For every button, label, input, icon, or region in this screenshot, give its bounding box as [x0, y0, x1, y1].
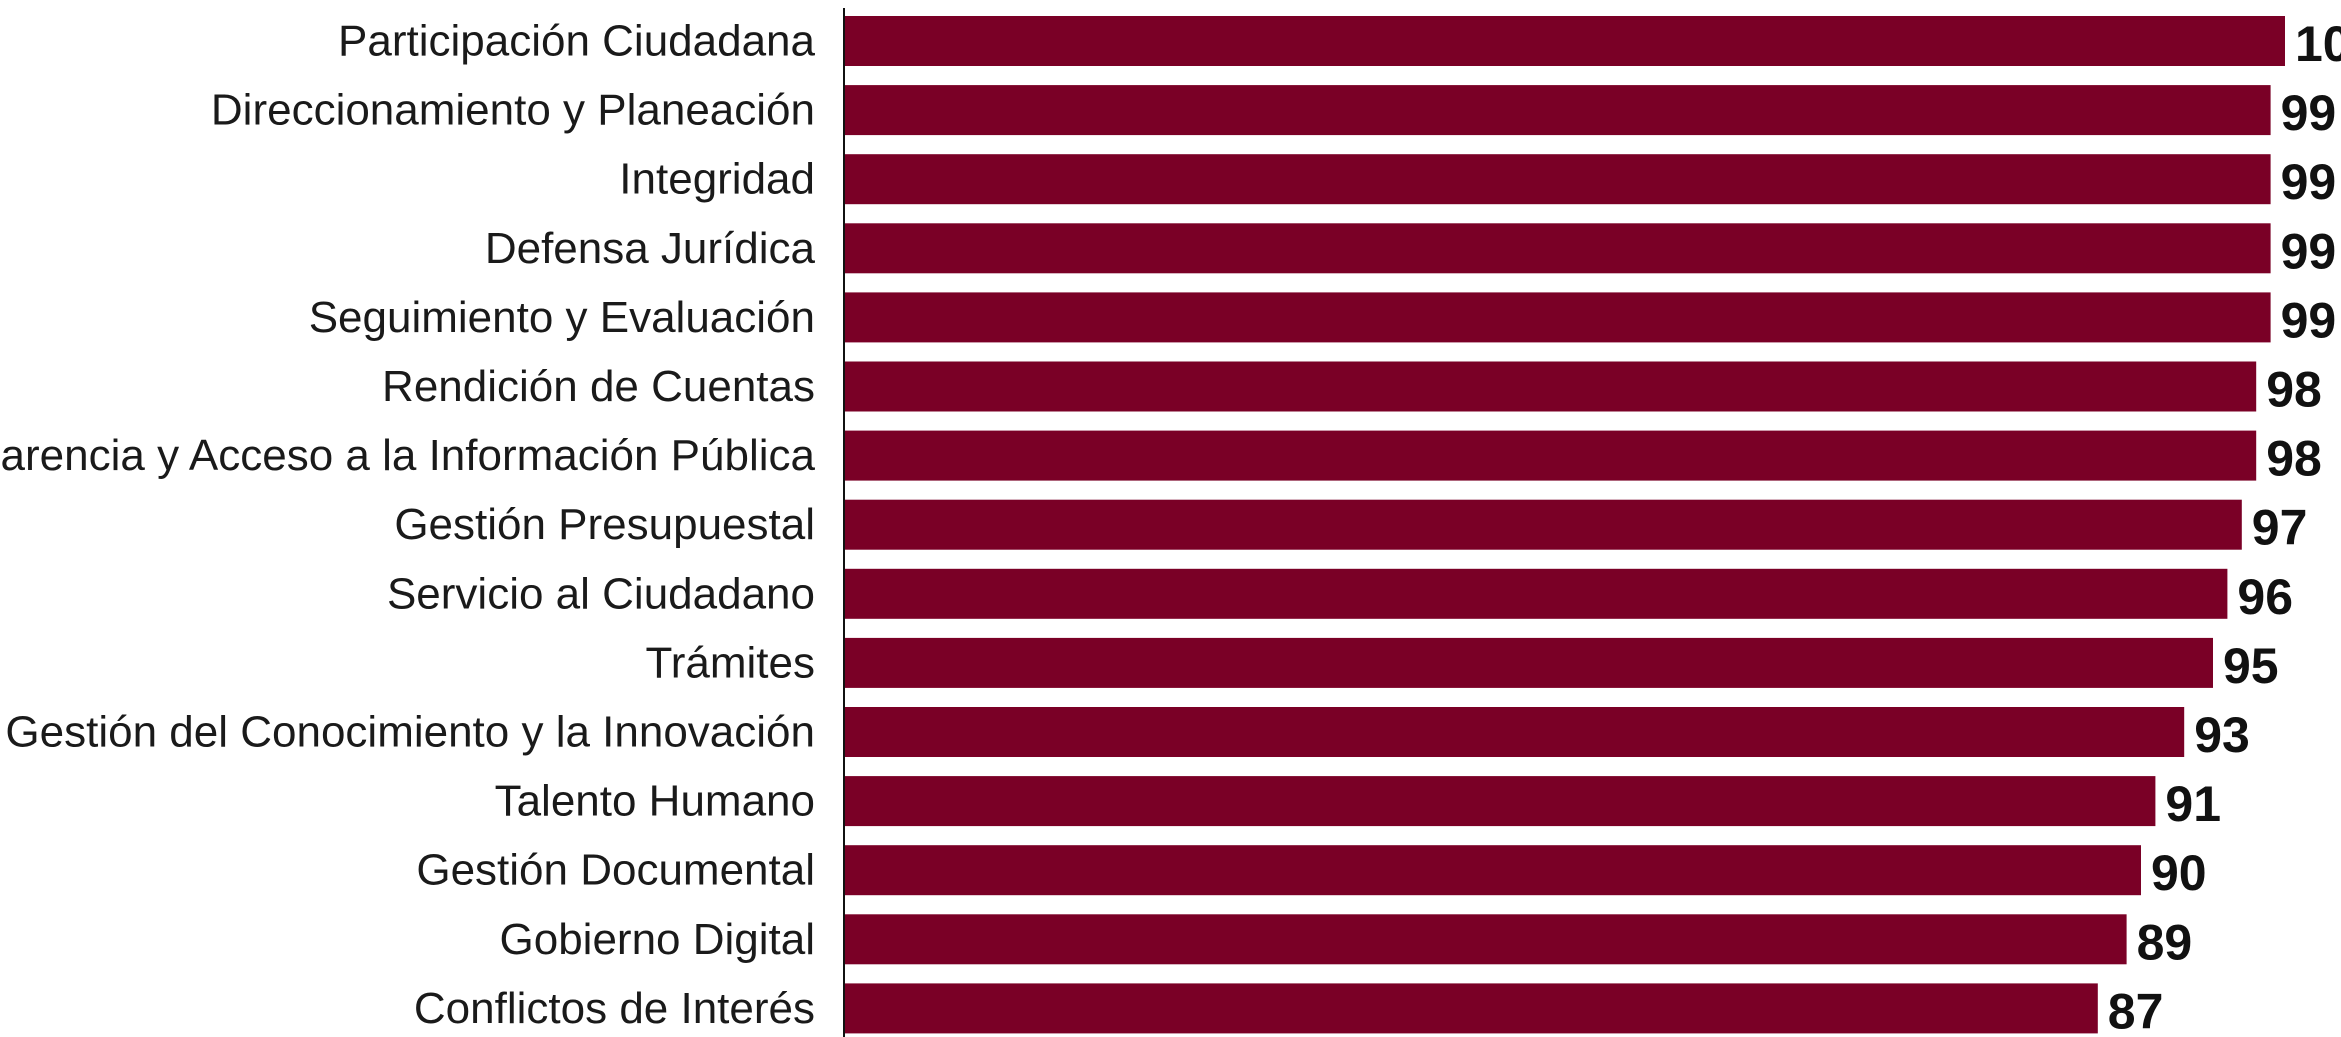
value-label: 87	[2108, 983, 2164, 1037]
bar	[845, 154, 2271, 205]
bar	[845, 637, 2213, 688]
category-label: Rendición de Cuentas	[382, 362, 815, 411]
value-label: 93	[2194, 707, 2250, 763]
value-label: 90	[2151, 845, 2207, 901]
category-label: Integridad	[619, 155, 815, 204]
category-label: Conflictos de Interés	[414, 984, 815, 1033]
value-label: 100	[2295, 16, 2341, 72]
bar	[845, 430, 2257, 481]
value-label: 98	[2266, 431, 2322, 487]
value-label: 95	[2223, 638, 2279, 694]
category-label: Gestión Documental	[416, 846, 815, 895]
bar	[845, 16, 2285, 66]
value-labels: 100 99 99 99 99 98 98 97 96 95 93 91 90 89 87	[2108, 16, 2341, 1037]
bar	[845, 983, 2098, 1034]
bar	[845, 776, 2156, 827]
bar	[845, 845, 2141, 896]
value-label: 99	[2281, 292, 2337, 348]
category-label: Talento Humano	[495, 777, 815, 826]
category-label: Transparencia y Acceso a la Información …	[0, 431, 816, 480]
bar	[845, 85, 2271, 136]
category-label: Defensa Jurídica	[485, 224, 816, 273]
value-label: 97	[2252, 500, 2308, 556]
value-label: 96	[2237, 569, 2293, 625]
bar	[845, 223, 2271, 274]
category-label: Seguimiento y Evaluación	[309, 293, 815, 342]
category-label: Gestión Presupuestal	[394, 500, 815, 549]
category-label: Servicio al Ciudadano	[387, 569, 815, 618]
value-label: 91	[2165, 776, 2221, 832]
value-label: 99	[2281, 154, 2337, 210]
category-label: Participación Ciudadana	[338, 17, 816, 66]
category-label: Direccionamiento y Planeación	[211, 86, 815, 135]
value-label: 89	[2137, 914, 2193, 970]
bars-group	[845, 16, 2285, 1034]
category-labels: Participación Ciudadana Direccionamiento …	[0, 17, 816, 1033]
value-label: 99	[2281, 85, 2337, 141]
bar	[845, 914, 2127, 965]
bar	[845, 499, 2242, 550]
value-label: 98	[2266, 362, 2322, 418]
category-label: Trámites	[646, 638, 816, 687]
bar	[845, 361, 2257, 412]
category-label: Gobierno Digital	[500, 915, 816, 964]
bar	[845, 568, 2228, 619]
bar	[845, 292, 2271, 343]
bar	[845, 707, 2185, 757]
value-label: 99	[2281, 223, 2337, 279]
category-label: Gestión del Conocimiento y la Innovación	[5, 708, 815, 757]
